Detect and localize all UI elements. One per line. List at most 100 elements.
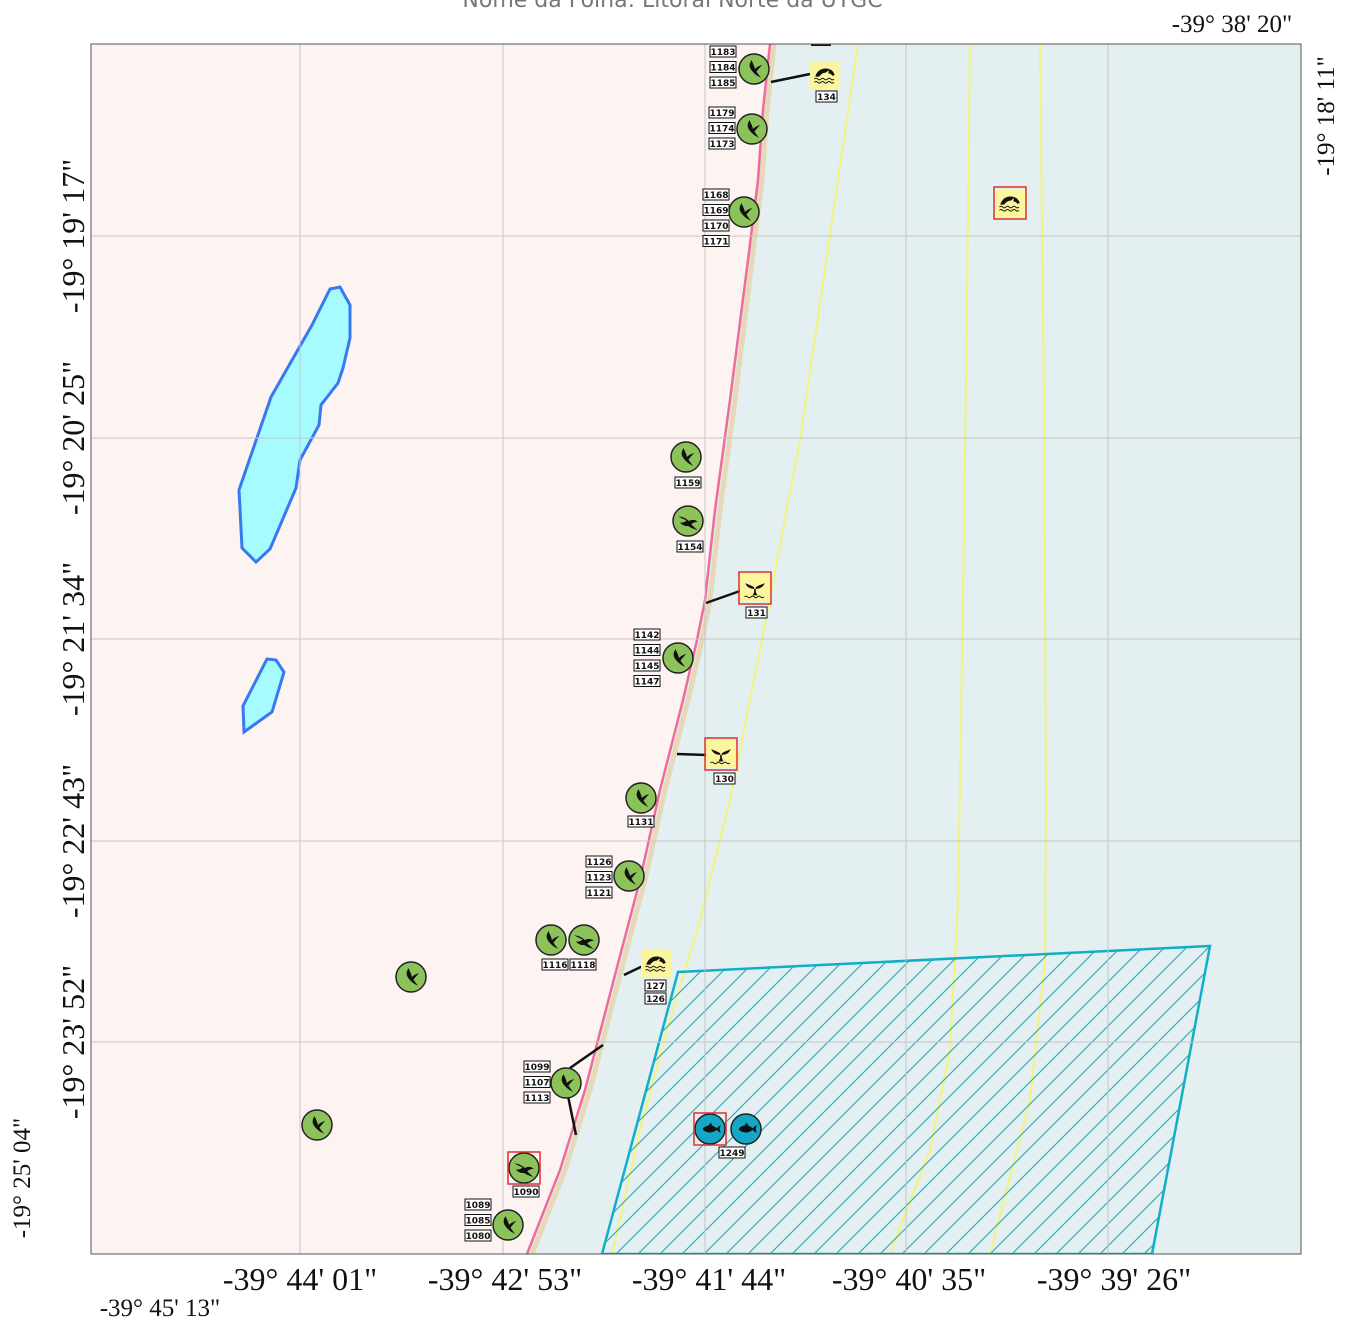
marker-bird[interactable]: 1126 1123 1121	[585, 855, 645, 899]
marker-bird[interactable]: 1183 1184 1185	[709, 45, 770, 89]
svg-text:1145: 1145	[634, 662, 659, 672]
marker-id-label: 1131	[627, 815, 655, 828]
marker-id-label: 1154	[676, 540, 704, 553]
marker-id-label: 1185	[709, 76, 737, 89]
marker-id-label: 1173	[708, 137, 736, 150]
marker-id-label: 1179	[708, 106, 736, 119]
svg-text:1249: 1249	[719, 1149, 744, 1159]
svg-text:1121: 1121	[586, 889, 611, 899]
marker-id-label: 1142	[633, 628, 661, 641]
marker-fish[interactable]	[693, 1112, 727, 1146]
lon-labels: -39° 44' 01" -39° 42' 53" -39° 41' 44" -…	[223, 1261, 1191, 1297]
svg-text:1142: 1142	[634, 631, 659, 641]
marker-id-label: 1123	[585, 871, 613, 884]
marker-dolphin[interactable]: 134	[810, 61, 840, 103]
corner-lon-top-right: -39° 38' 20"	[1172, 11, 1293, 38]
marker-id-label: 1169	[702, 204, 730, 217]
marker-swallow[interactable]: 1118	[568, 924, 600, 971]
marker-id-label: 1099	[523, 1060, 551, 1073]
map-border	[90, 43, 1302, 1255]
marker-badge	[810, 61, 840, 89]
marker-bird[interactable]: 1168 1169 1170 1171	[702, 188, 760, 248]
lat-label: -19° 19' 17"	[55, 159, 91, 313]
marker-badge	[641, 949, 671, 977]
marker-swallow[interactable]: 1090	[507, 1151, 541, 1198]
marker-whale-tail[interactable]: 131	[738, 571, 772, 619]
lat-label: -19° 23' 52"	[55, 965, 91, 1119]
svg-text:127: 127	[646, 982, 665, 992]
corner-lat-right: -19° 18' 11"	[1313, 56, 1340, 176]
lat-labels: -19° 19' 17" -19° 20' 25" -19° 21' 34" -…	[55, 159, 91, 1119]
marker-bird[interactable]: 1099 1107 1113	[523, 1060, 582, 1104]
lon-label: -39° 42' 53"	[428, 1261, 582, 1297]
svg-text:134: 134	[817, 93, 836, 103]
marker-id-label: 1184	[709, 61, 737, 74]
svg-text:1154: 1154	[677, 543, 702, 553]
marker-id-label: 1080	[464, 1229, 492, 1242]
leader-lines	[566, 72, 811, 1136]
marker-bird[interactable]: 1131	[625, 782, 657, 828]
marker-whale-tail[interactable]: 130	[704, 737, 738, 785]
corner-lon-bottom-left: -39° 45' 13"	[100, 1295, 221, 1321]
marker-fish[interactable]: 1249	[718, 1113, 762, 1159]
marker-bird[interactable]	[395, 961, 427, 993]
marker-id-label: 1126	[585, 855, 613, 868]
svg-text:1080: 1080	[465, 1232, 490, 1242]
highlight-frame	[993, 186, 1027, 220]
svg-text:1107: 1107	[524, 1079, 549, 1089]
svg-text:1118: 1118	[570, 961, 595, 971]
svg-text:1184: 1184	[710, 64, 735, 74]
marker-id-label: 127	[644, 979, 667, 992]
lat-label: -19° 20' 25"	[55, 361, 91, 515]
marker-bird[interactable]: 1116	[535, 924, 569, 971]
map-frame: 1183118411851341179117411731168116911701…	[91, 44, 1301, 1254]
grid	[91, 44, 1301, 1254]
marker-id-label: 1249	[718, 1146, 746, 1159]
svg-text:1090: 1090	[513, 1188, 538, 1198]
svg-text:126: 126	[646, 995, 665, 1005]
svg-text:1147: 1147	[634, 678, 659, 688]
marker-id-label: 1113	[523, 1091, 551, 1104]
svg-text:1169: 1169	[703, 207, 728, 217]
marker-bird[interactable]: 1142 1144 1145 1147	[633, 628, 694, 688]
svg-text:1085: 1085	[465, 1217, 490, 1227]
marker-id-label: 1116	[541, 958, 569, 971]
lagoon[interactable]	[241, 657, 286, 735]
marker-id-label: 1174	[708, 122, 736, 135]
map-title: Nome da Folha: Litoral Norte da UTGC	[462, 0, 883, 13]
marker-id-label: 126	[644, 992, 667, 1005]
highlight-frame	[704, 737, 738, 771]
marker-id-label: 1168	[702, 188, 730, 201]
marker-bird[interactable]	[301, 1109, 333, 1141]
lon-label: -39° 40' 35"	[832, 1261, 986, 1297]
highlight-frame	[507, 1151, 541, 1185]
svg-text:1183: 1183	[710, 48, 735, 58]
marker-bird[interactable]: 1159	[670, 441, 702, 489]
marker-bird[interactable]: 1089 1085 1080	[464, 1198, 524, 1242]
marker-id-label: 1159	[674, 476, 702, 489]
svg-text:1144: 1144	[634, 647, 659, 657]
marker-id-label: 131	[745, 606, 768, 619]
marker-badge	[995, 189, 1025, 217]
marker-id-label: 1144	[633, 644, 661, 657]
marker-id-label: 1170	[702, 219, 730, 232]
svg-text:1174: 1174	[709, 125, 734, 135]
marker-id-label: 1171	[702, 235, 730, 248]
marker-swallow[interactable]: 1154	[672, 505, 704, 553]
marker-id-label: 1183	[709, 45, 737, 58]
svg-text:130: 130	[715, 775, 734, 785]
svg-text:1171: 1171	[703, 238, 728, 248]
marker-id-label: 1107	[523, 1076, 551, 1089]
svg-text:1131: 1131	[628, 818, 653, 828]
marker-bird[interactable]: 1179 1174 1173	[708, 106, 768, 150]
marker-id-label: 1085	[464, 1214, 492, 1227]
marker-dolphin[interactable]	[993, 186, 1027, 220]
marker-id-label: 1089	[464, 1198, 492, 1211]
lon-label: -39° 44' 01"	[223, 1261, 377, 1297]
svg-text:1123: 1123	[586, 874, 611, 884]
svg-text:1168: 1168	[703, 191, 728, 201]
svg-text:1089: 1089	[465, 1201, 490, 1211]
highlight-frame	[693, 1112, 727, 1146]
